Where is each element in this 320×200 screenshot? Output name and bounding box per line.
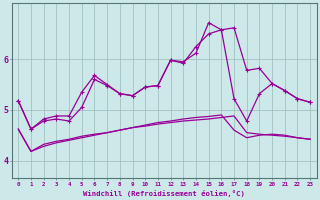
X-axis label: Windchill (Refroidissement éolien,°C): Windchill (Refroidissement éolien,°C) (83, 190, 245, 197)
